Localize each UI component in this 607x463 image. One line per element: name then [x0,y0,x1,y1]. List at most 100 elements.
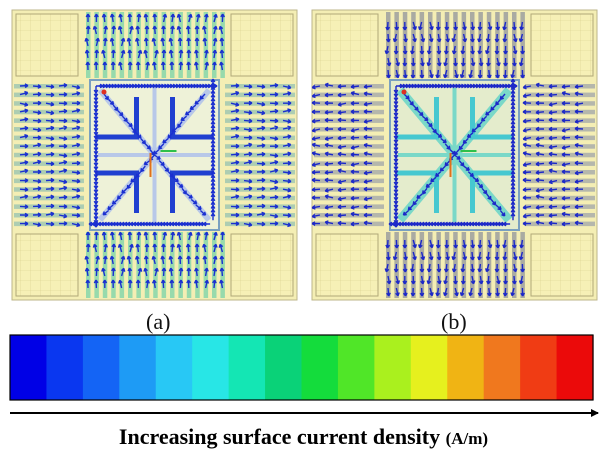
current-arrow [199,93,206,100]
current-arrow [458,160,465,167]
current-arrow [363,91,373,97]
finger-strip [314,221,384,227]
current-arrow [363,101,373,107]
current-arrow [478,57,484,67]
current-arrow [45,169,55,175]
current-arrow [19,125,29,131]
current-arrow [471,126,478,133]
current-arrow [71,100,81,106]
finger-strip [144,232,150,298]
finger-strip [314,135,384,141]
current-arrow [256,194,266,200]
current-arrow [212,255,218,265]
current-arrow [561,178,571,184]
current-arrow [219,267,225,277]
current-arrow [535,151,545,157]
panel-a-simulation [11,9,298,301]
current-arrow [410,275,416,285]
current-arrow [256,136,266,141]
current-arrow [213,243,218,253]
current-arrow [189,104,197,111]
current-arrow [395,287,400,297]
current-arrow [436,263,442,273]
current-arrow [522,169,532,175]
current-arrow [548,196,558,202]
current-arrow [58,82,68,88]
current-arrow [324,82,334,88]
current-arrow [477,182,484,189]
current-arrow [95,255,100,265]
finger-strip [195,232,200,298]
current-arrow [58,153,68,158]
current-arrow [496,57,501,67]
current-arrow [85,231,91,240]
current-arrow [58,168,68,174]
current-arrow [118,231,123,241]
current-arrow [45,118,55,124]
current-arrow [548,144,558,150]
current-arrow [412,239,417,249]
current-arrow [311,162,321,167]
current-arrow [243,178,253,184]
current-arrow [535,220,545,225]
current-arrow [428,251,434,261]
current-arrow [520,69,526,79]
current-arrow [269,108,279,114]
current-arrow [194,267,199,277]
current-arrow [140,165,146,173]
current-arrow [311,204,321,210]
current-arrow [454,69,459,79]
current-arrow [152,25,158,35]
current-arrow [363,170,373,176]
current-arrow [203,231,209,241]
current-arrow [144,25,150,35]
current-arrow [535,188,545,193]
current-arrow [19,168,29,174]
current-arrow [419,45,425,55]
current-arrow [243,169,253,175]
current-arrow [45,221,55,227]
current-arrow [311,93,321,99]
current-arrow [172,176,179,183]
current-arrow [311,151,321,156]
current-arrow [19,108,29,114]
current-arrow [476,121,483,128]
current-arrow [445,33,451,43]
current-arrow [143,37,149,47]
current-arrow [495,239,501,249]
current-arrow [71,222,81,228]
current-arrow [468,69,473,79]
current-arrow [71,178,81,184]
current-arrow [496,275,501,285]
current-arrow [460,45,466,55]
current-arrow [561,152,571,157]
current-arrow [92,243,98,253]
current-arrow [417,110,424,117]
current-arrow [180,115,188,122]
current-arrow [32,127,42,133]
corner-pad [530,233,594,297]
current-arrow [574,91,584,97]
current-arrow [135,132,142,139]
current-arrow [71,205,81,210]
current-arrow [462,239,467,249]
current-arrow [282,213,292,218]
current-arrow [561,135,571,141]
current-arrow [269,118,279,124]
current-arrow [45,194,55,200]
current-arrow [426,57,432,67]
current-arrow [311,128,321,133]
current-arrow [193,279,199,289]
current-arrow [548,110,558,115]
current-arrow [363,220,373,226]
current-arrow [243,127,253,133]
current-arrow [269,194,279,200]
current-arrow [561,91,571,96]
current-arrow [120,255,126,265]
colorbar-swatch [82,335,120,400]
current-arrow [324,188,334,193]
finger-strip [525,195,595,201]
finger-strip [525,161,595,166]
current-arrow [158,143,165,150]
current-arrow [108,99,115,106]
